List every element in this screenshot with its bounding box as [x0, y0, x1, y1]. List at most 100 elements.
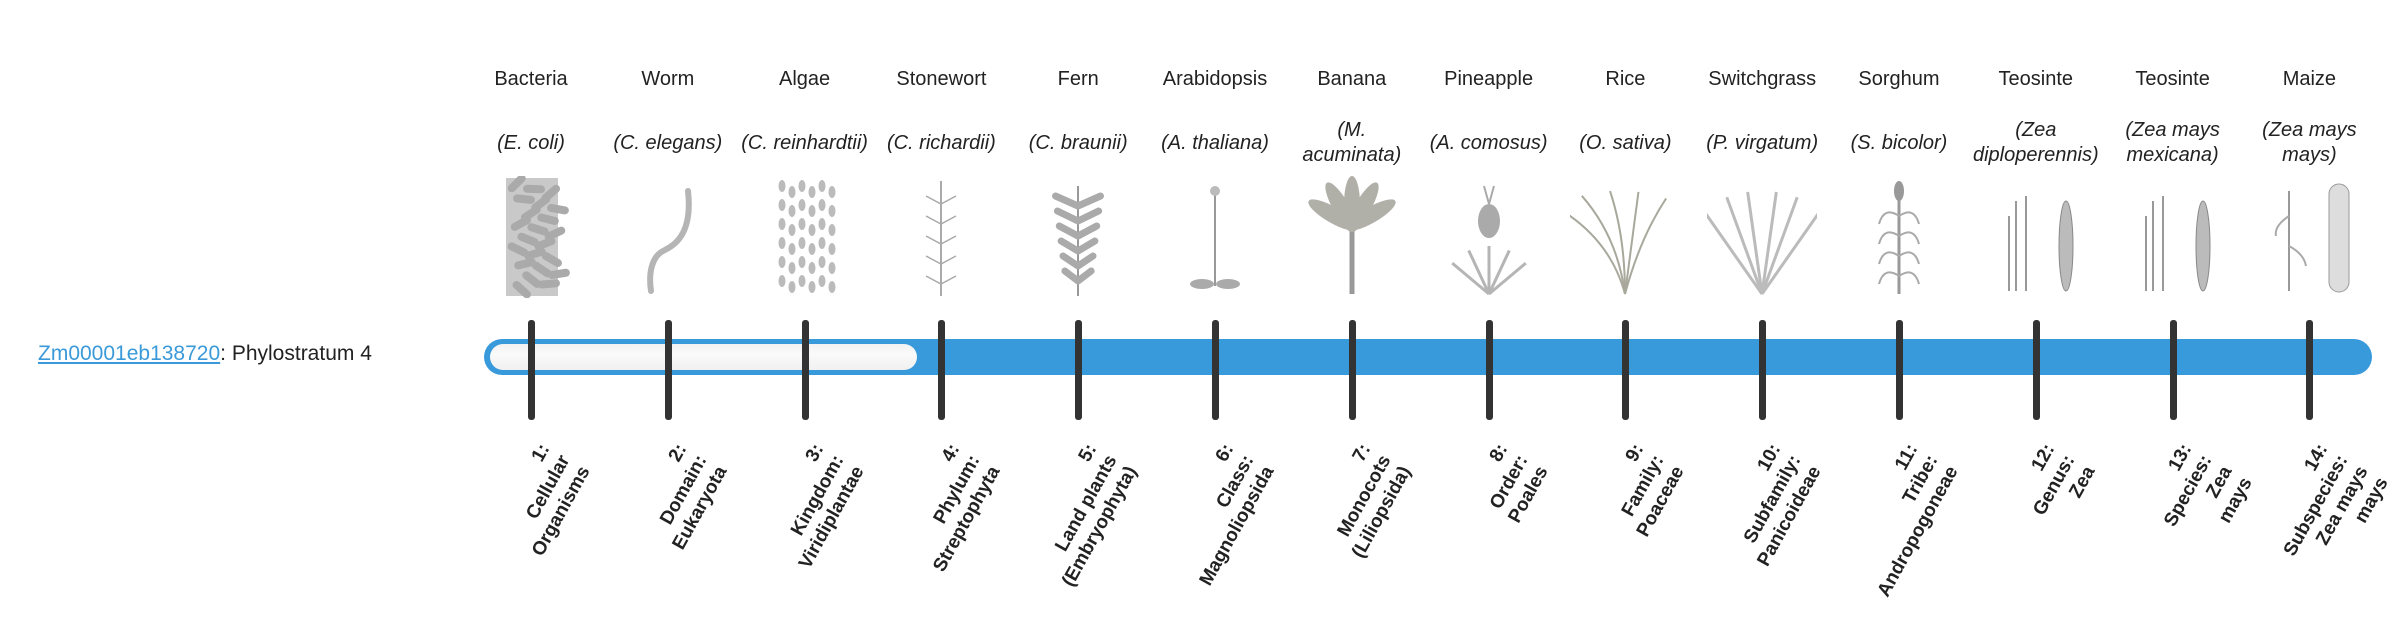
organism-common-name: Worm [641, 68, 695, 90]
phylostratum-tick [664, 320, 672, 420]
phylostratum-tick [1075, 320, 1083, 420]
phylostratum-level-label: 4: Phylum: Streptophyta [863, 440, 1006, 622]
phylostratum-level-label: 3: Kingdom: Viridiplantae [726, 440, 869, 622]
organism-common-name: Switchgrass [1708, 68, 1817, 90]
organism-scientific-name: (Zea diploperennis) [1968, 112, 2104, 174]
phylostratum-tick [2306, 320, 2314, 420]
phylostratum-tick [1485, 320, 1493, 420]
scientific-name-text: (O. sativa) [1579, 131, 1672, 154]
organism-image [1147, 176, 1283, 298]
phylostratum-level-label: 1: Cellular Organisms [453, 440, 596, 622]
teosinte-illustration [2144, 196, 2211, 292]
organism-image [873, 176, 1009, 298]
phylostratum-level-label: 7: Monocots (Liliopsida) [1273, 440, 1416, 622]
gene-id-link[interactable]: Zm00001eb138720 [38, 342, 221, 365]
organism-common-name: Stonewort [896, 68, 987, 90]
organism-common-name: Pineapple [1444, 68, 1534, 90]
organism-image [2105, 176, 2241, 298]
organism-scientific-name: (A. thaliana) [1147, 112, 1283, 174]
phylostratum-level-label: 6: Class: Magnoliopsida [1137, 440, 1280, 622]
phylostratum-text: : Phylostratum 4 [220, 342, 372, 365]
phylostratum-tick [1622, 320, 1630, 420]
organism-scientific-name: (Zea mays mexicana) [2105, 112, 2241, 174]
phylostratum-tick [2032, 320, 2040, 420]
stonewort-illustration [926, 181, 957, 296]
organism-common-name: Teosinte [2135, 68, 2210, 90]
phylostratum-level-label: 14: Subspecies: Zea mays mays [2231, 440, 2394, 633]
phylostratum-tick [801, 320, 809, 420]
scientific-name-text: (A. thaliana) [1161, 131, 1269, 154]
scientific-name-text: (C. richardii) [886, 131, 996, 154]
organism-scientific-name: (C. braunii) [1010, 112, 1146, 174]
phylostratum-tick [528, 320, 535, 420]
fern-illustration [1052, 186, 1105, 296]
phylostratum-level-label: 11: Tribe: Andropogoneae [1821, 440, 1964, 622]
organism-common-name: Fern [1057, 68, 1099, 90]
sorghum-illustration [1878, 181, 1920, 294]
phylostratum-track [490, 344, 918, 370]
phylostratum-bar [484, 339, 2372, 375]
organism-image [600, 176, 736, 298]
scientific-name-text: (C. elegans) [613, 131, 723, 154]
phylostratum-level-label: 2: Domain: Eukaryota [589, 440, 732, 622]
rice-illustration [1554, 190, 1668, 295]
phylostratum-tick [1759, 320, 1767, 420]
organism-scientific-name: (P. virgatum) [1694, 112, 1830, 174]
organism-common-name: Banana [1317, 68, 1387, 90]
bacteria-illustration [506, 174, 570, 299]
organism-scientific-name: (S. bicolor) [1831, 112, 1967, 174]
organism-common-name: Maize [2282, 68, 2337, 90]
organism-common-name: Sorghum [1858, 68, 1940, 90]
scientific-name-text: (E. coli) [497, 131, 565, 154]
phylostratum-level-label: 9: Family: Poaceae [1547, 440, 1690, 622]
phylostratum-tick [1896, 320, 1903, 420]
organism-common-name: Teosinte [1998, 68, 2074, 90]
phylostratum-tick [1348, 320, 1356, 420]
organism-image [1010, 176, 1146, 298]
organism-image [1284, 176, 1420, 298]
scientific-name-text: (Zea diploperennis) [1972, 119, 2099, 166]
banana-illustration [1308, 176, 1396, 294]
organism-scientific-name: (M. acuminata) [1284, 112, 1420, 174]
organism-image [1694, 176, 1830, 298]
organism-scientific-name: (C. elegans) [600, 112, 736, 174]
phylostratum-tick [2169, 320, 2177, 420]
scientific-name-text: (Zea mays mays) [2262, 119, 2357, 166]
organism-image [2241, 176, 2377, 298]
phylostratum-tick [938, 320, 946, 420]
organism-image [1421, 176, 1557, 298]
scientific-name-text: (C. braunii) [1028, 131, 1128, 154]
scientific-name-text: (C. reinhardtii) [741, 131, 868, 154]
worm-illustration [647, 188, 692, 294]
scientific-name-text: (P. virgatum) [1706, 131, 1819, 154]
scientific-name-text: (Zea mays mexicana) [2125, 119, 2220, 166]
phylostratum-level-label: 8: Order: Poales [1410, 440, 1553, 622]
teosinte-illustration [2007, 196, 2074, 292]
organism-scientific-name: (Zea mays mays) [2241, 112, 2377, 174]
scientific-name-text: (A. comosus) [1429, 131, 1548, 154]
organism-scientific-name: (E. coli) [463, 112, 599, 174]
organism-image [463, 174, 599, 299]
switchgrass-illustration [1701, 191, 1823, 295]
phylostratum-tick [1212, 320, 1219, 420]
gene-phylostratum-label: Zm00001eb138720: Phylostratum 4 [38, 342, 372, 366]
organism-image [1554, 176, 1693, 298]
phylostratum-level-label: 12: Genus: Zea [1957, 440, 2100, 622]
algae-illustration [778, 180, 836, 293]
organism-scientific-name: (C. reinhardtii) [737, 112, 873, 174]
organism-image [1968, 176, 2104, 298]
organism-image [1831, 176, 1967, 298]
organism-scientific-name: (A. comosus) [1421, 112, 1557, 174]
scientific-name-text: (M. acuminata) [1302, 119, 1402, 166]
phylostratum-level-label: 5: Land plants (Embryophyta) [1000, 440, 1143, 622]
organism-common-name: Arabidopsis [1162, 68, 1268, 90]
pineapple-illustration [1450, 185, 1527, 296]
organism-scientific-name: (O. sativa) [1557, 112, 1693, 174]
phylostratum-level-label: 10: Subfamily: Panicoideae [1684, 440, 1827, 622]
phylostratum-level-label: 13: Species: Zea mays [2094, 440, 2257, 633]
arabidopsis-illustration [1190, 186, 1240, 289]
scientific-name-text: (S. bicolor) [1850, 131, 1948, 154]
organism-scientific-name: (C. richardii) [873, 112, 1009, 174]
maize-illustration [2275, 183, 2350, 293]
organism-common-name: Bacteria [494, 68, 568, 90]
